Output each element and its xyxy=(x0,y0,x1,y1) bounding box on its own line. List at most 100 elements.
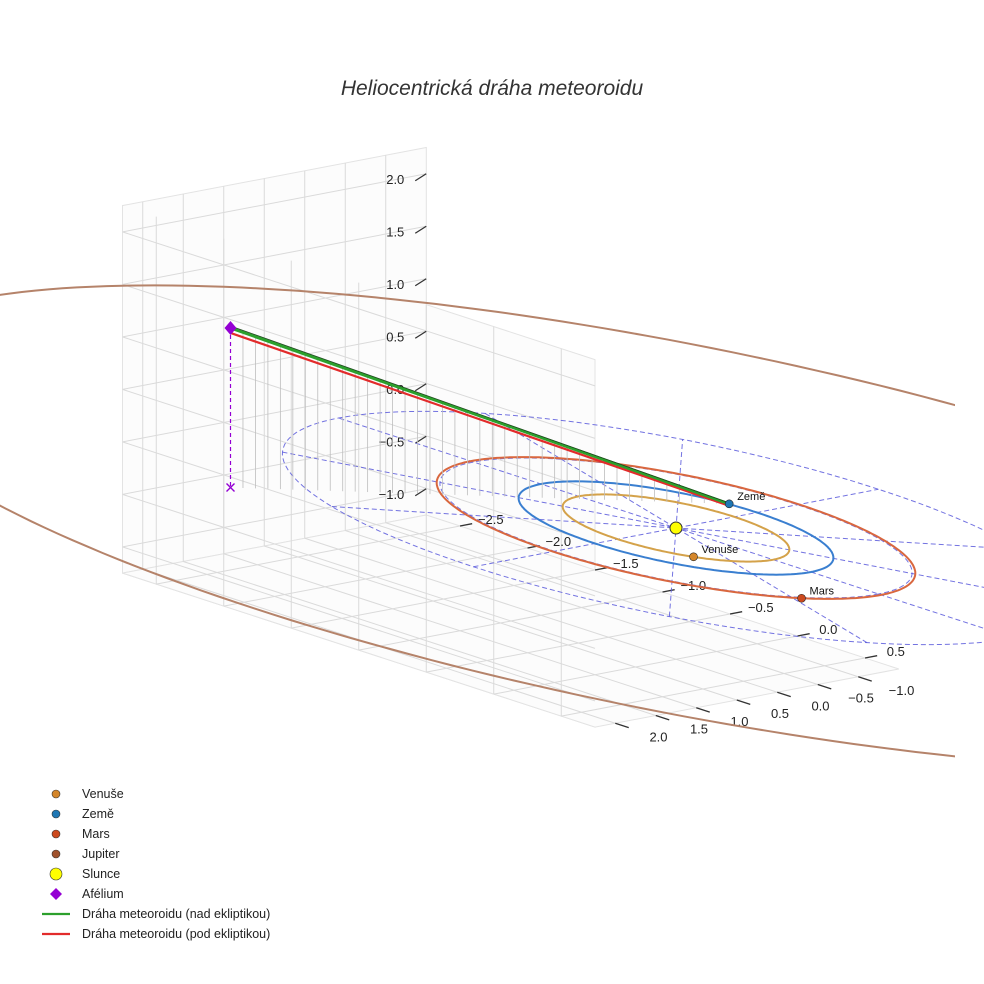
legend-circle-marker xyxy=(51,849,61,859)
x-tick-label: −1.5 xyxy=(613,556,639,571)
x-tick-label: −2.0 xyxy=(545,534,571,549)
meteoroid-track xyxy=(230,325,730,507)
legend-circle-marker xyxy=(51,789,61,799)
orbit-jupiter xyxy=(0,284,955,758)
ecliptic-spoke xyxy=(473,488,879,568)
orbit-země xyxy=(517,480,835,576)
y-tick-mark xyxy=(696,707,710,713)
aphelion-projection-marker xyxy=(226,483,235,493)
grid-line xyxy=(183,561,656,716)
track-below-ecliptic xyxy=(230,331,730,507)
grid-line xyxy=(264,545,737,701)
planet-mars-marker xyxy=(797,593,806,603)
z-tick-mark xyxy=(414,278,427,287)
y-tick-label: 0.0 xyxy=(811,698,829,713)
axis-ticks: −2.5 −2.0 −1.5 −1.0 −0.5 0.0 0.5 −1.0 −0.5 0.0 0.5… xyxy=(379,172,915,744)
ecliptic-reference-circle xyxy=(281,410,984,646)
x-tick-mark xyxy=(594,567,608,571)
grid-line xyxy=(122,278,427,338)
x-tick-mark xyxy=(864,655,878,659)
legend-label: Mars xyxy=(82,827,110,841)
grid-line xyxy=(304,537,778,693)
legend-label: Afélium xyxy=(82,887,124,901)
legend-circle-marker xyxy=(51,809,61,819)
x-tick-label: −0.5 xyxy=(748,600,774,615)
z-tick-label: 1.5 xyxy=(386,224,404,239)
y-tick-label: −1.0 xyxy=(889,683,915,698)
x-tick-label: 0.0 xyxy=(819,622,837,637)
y-tick-mark xyxy=(655,714,670,721)
grid-line xyxy=(122,225,427,285)
celestial-bodies: Venuše Země Mars xyxy=(224,320,834,603)
planet-label: Venuše xyxy=(702,544,739,556)
grid-line xyxy=(385,522,859,678)
z-tick-label: 2.0 xyxy=(386,172,404,187)
legend-label: Slunce xyxy=(82,867,120,881)
y-tick-mark xyxy=(858,676,872,682)
grid-line xyxy=(122,283,596,439)
z-tick-mark xyxy=(414,173,427,182)
x-tick-label: −2.5 xyxy=(478,512,504,527)
planet-venuše-marker xyxy=(689,552,698,562)
z-tick-label: −0.5 xyxy=(379,434,405,449)
z-tick-mark xyxy=(414,330,427,339)
orbit-venuše xyxy=(561,493,791,563)
grid-line xyxy=(345,530,818,685)
legend: Venuše Země Mars Jupiter Slunce Afélium Dráha … xyxy=(42,787,270,941)
y-tick-label: 0.5 xyxy=(771,706,789,721)
grid-line xyxy=(122,441,596,597)
grid-line xyxy=(122,330,427,390)
grid-line xyxy=(223,553,697,709)
axes-panes xyxy=(122,146,899,728)
x-tick-mark xyxy=(459,523,473,527)
grid-line xyxy=(122,173,427,233)
x-tick-mark xyxy=(729,611,743,615)
z-tick-mark xyxy=(414,225,427,234)
ecliptic-reference-circle xyxy=(439,457,913,599)
z-tick-mark xyxy=(414,383,427,392)
y-tick-label: 1.5 xyxy=(690,722,708,737)
grid-lines xyxy=(122,155,866,724)
legend-label: Dráha meteoroidu (pod ekliptikou) xyxy=(82,927,270,941)
ecliptic-spoke xyxy=(484,412,868,644)
grid-line xyxy=(122,488,427,548)
grid-line xyxy=(122,231,596,387)
orbit-mars xyxy=(435,456,917,600)
z-tick-label: 1.0 xyxy=(386,277,404,292)
grid-line xyxy=(122,336,596,492)
legend-label: Venuše xyxy=(82,787,124,801)
legend-label: Země xyxy=(82,807,114,821)
grid-line xyxy=(122,435,427,495)
y-tick-mark xyxy=(817,683,832,690)
z-tick-mark xyxy=(414,488,427,497)
y-tick-label: −0.5 xyxy=(848,691,874,706)
aphelion-marker xyxy=(224,320,237,335)
z-tick-label: 0.5 xyxy=(386,329,404,344)
y-tick-mark xyxy=(615,722,629,729)
grid-line xyxy=(561,657,866,717)
legend-circle-marker xyxy=(49,867,63,881)
planet-orbits xyxy=(0,284,955,758)
grid-line xyxy=(122,383,427,443)
planet-label: Země xyxy=(737,491,765,503)
grid-line xyxy=(122,493,596,649)
planet-země-marker xyxy=(724,499,734,509)
chart-title: Heliocentrická dráha meteoroidu xyxy=(341,77,644,100)
y-tick-mark xyxy=(777,691,791,698)
track-above-ecliptic xyxy=(230,326,730,506)
y-tick-label: 2.0 xyxy=(649,729,667,744)
x-tick-label: 0.5 xyxy=(887,644,905,659)
track-projection-lines xyxy=(242,332,718,504)
sun-marker xyxy=(669,521,683,535)
legend-diamond-marker xyxy=(50,888,62,900)
track-edge xyxy=(230,325,730,504)
x-tick-mark xyxy=(662,589,675,593)
legend-label: Dráha meteoroidu (nad ekliptikou) xyxy=(82,907,270,921)
y-tick-mark xyxy=(736,699,751,706)
x-tick-mark xyxy=(797,633,810,637)
legend-circle-marker xyxy=(51,829,61,839)
grid-line xyxy=(122,546,596,702)
z-tick-mark xyxy=(414,435,427,444)
z-tick-label: −1.0 xyxy=(379,487,405,502)
